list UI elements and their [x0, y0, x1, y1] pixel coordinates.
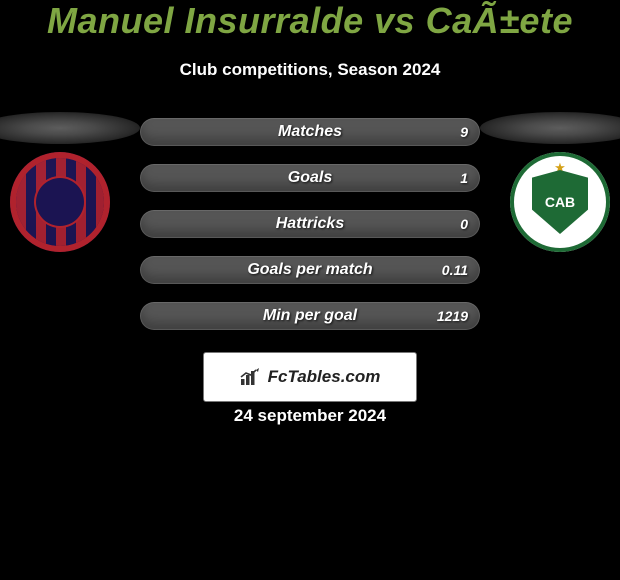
page-subtitle: Club competitions, Season 2024	[0, 60, 620, 80]
stat-row: Min per goal1219	[140, 302, 480, 330]
page-title: Manuel Insurralde vs CaÃ±ete	[0, 0, 620, 42]
stats-list: Matches9 Goals1 Hattricks0 Goals per match0…	[140, 118, 480, 330]
stat-row: Goals per match0.11	[140, 256, 480, 284]
stat-row: Matches9	[140, 118, 480, 146]
club-crest-right-label: CAB	[545, 194, 575, 210]
watermark-badge[interactable]: FcTables.com	[203, 352, 417, 402]
player-left	[0, 112, 160, 252]
stat-segment-right	[140, 256, 480, 284]
avatar-shadow-right	[480, 112, 620, 144]
stat-segment-right	[140, 164, 480, 192]
shield-icon: CAB	[532, 170, 588, 234]
stat-row: Goals1	[140, 164, 480, 192]
date-label: 24 september 2024	[0, 406, 620, 426]
watermark-label: FcTables.com	[268, 367, 381, 387]
avatar-shadow-left	[0, 112, 140, 144]
club-crest-right: ★ CAB	[510, 152, 610, 252]
stat-segment-right	[140, 210, 480, 238]
stat-row: Hattricks0	[140, 210, 480, 238]
infographic-root: Manuel Insurralde vs CaÃ±ete Club compet…	[0, 0, 620, 580]
stat-segment-right	[140, 118, 480, 146]
bar-chart-icon	[240, 368, 262, 386]
stat-segment-right	[140, 302, 480, 330]
player-right: ★ CAB	[460, 112, 620, 252]
club-crest-left	[10, 152, 110, 252]
